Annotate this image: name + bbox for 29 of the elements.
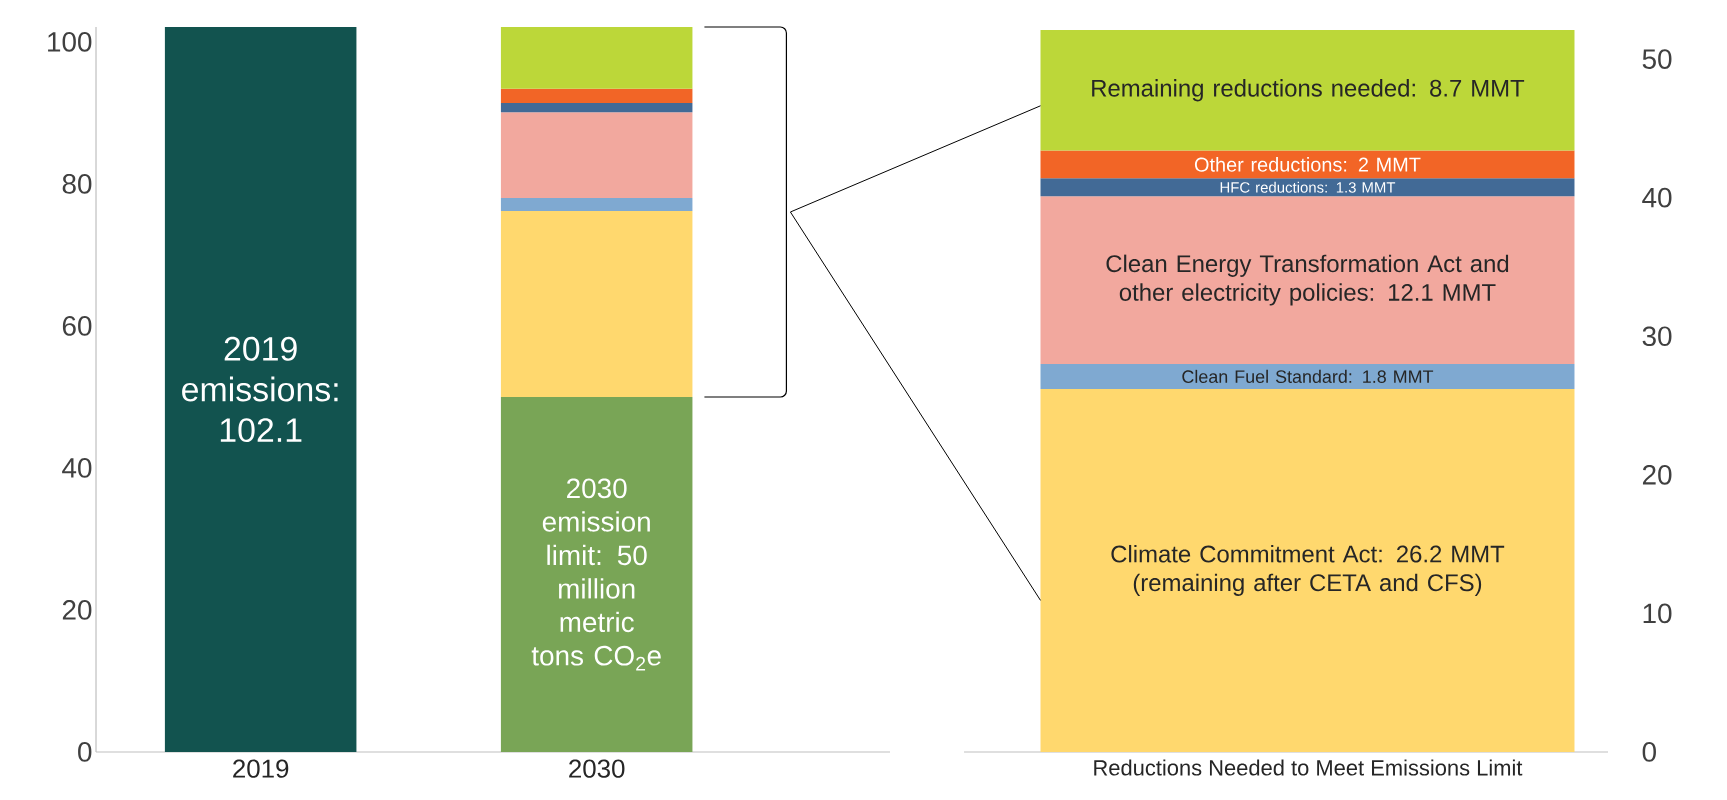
y-tick-label: 60 <box>62 316 92 336</box>
y-tick-label: 100 <box>48 32 92 52</box>
bar <box>1040 178 1575 197</box>
y-tick-label: 0 <box>78 742 92 762</box>
x-tick-label: 2030 <box>569 759 625 778</box>
bar <box>1040 363 1575 389</box>
bar <box>1040 150 1575 179</box>
data-label: 2019 emissions: 102.1 <box>182 336 338 443</box>
data-label: Other reductions: 2 MMT <box>1194 157 1421 172</box>
data-label: Remaining reductions needed: 8.7 MMT <box>1092 79 1525 102</box>
data-label: Clean Energy Transformation Act and other electricity policies: 12.1 MMT <box>1106 254 1509 306</box>
y-tick-label: 30 <box>1642 326 1672 347</box>
y-tick-label: 50 <box>1642 49 1672 69</box>
data-label: HFC reductions: 1.3 MMT <box>1220 181 1396 193</box>
bar <box>1040 196 1575 364</box>
y-tick-label: 20 <box>1642 464 1672 485</box>
y-tick-label: 40 <box>62 458 92 478</box>
annotation: 2030 emission limit: 50 million metric tons CO$_{2}$e <box>531 478 661 671</box>
bar <box>1040 29 1575 151</box>
x-tick-label: 2019 <box>233 759 289 778</box>
y-tick-label: 10 <box>1643 603 1672 624</box>
y-tick-label: 40 <box>1642 187 1672 208</box>
data-label: Clean Fuel Standard: 1.8 MMT <box>1182 369 1434 384</box>
data-label: Climate Commitment Act: 26.2 MMT (remaining after CETA and CFS) <box>1111 544 1505 596</box>
y-tick-label: 0 <box>1642 742 1656 762</box>
bar <box>1040 388 1575 752</box>
y-tick-label: 80 <box>62 174 92 194</box>
y-tick-label: 20 <box>62 600 92 620</box>
x-tick-label: Reductions Needed to Meet Emissions Limit <box>1094 759 1523 776</box>
